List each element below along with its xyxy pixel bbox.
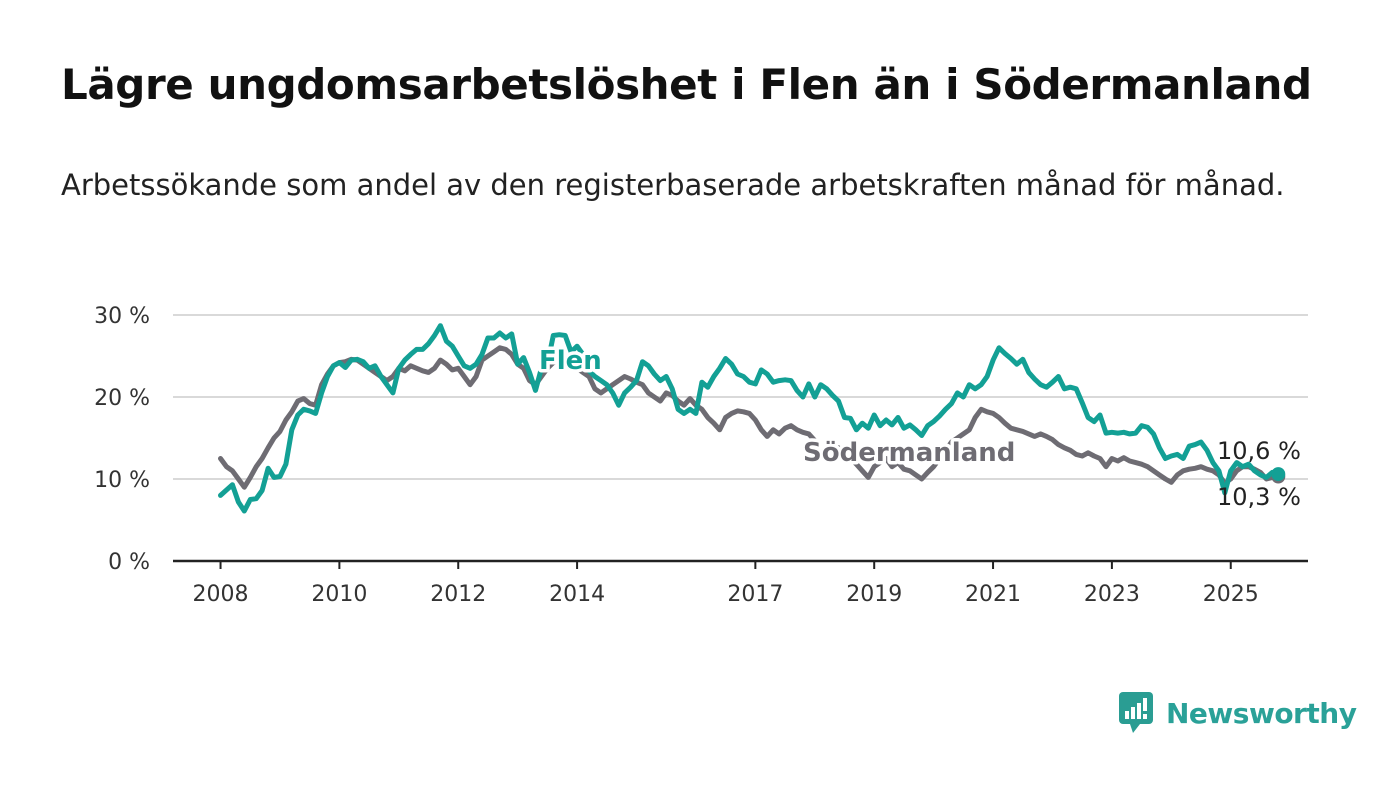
y-tick-label: 20 %	[94, 386, 150, 411]
end-marker-flen	[1271, 467, 1286, 482]
x-tick-label: 2010	[311, 582, 367, 607]
x-tick-label: 2021	[965, 582, 1021, 607]
chart-title: Lägre ungdomsarbetslöshet i Flen än i Sö…	[61, 60, 1312, 109]
end-value-label-sodermanland: 10,3 %	[1217, 483, 1301, 511]
brand-name: Newsworthy	[1166, 696, 1357, 730]
x-tick-label: 2023	[1084, 582, 1140, 607]
y-tick-label: 10 %	[94, 468, 150, 493]
x-tick-label: 2008	[193, 582, 249, 607]
x-tick-label: 2014	[549, 582, 605, 607]
x-tick-label: 2019	[846, 582, 902, 607]
bar-chart-speech-bubble-icon	[1119, 692, 1153, 733]
x-tick-label: 2012	[430, 582, 486, 607]
x-tick-label: 2025	[1203, 582, 1259, 607]
y-tick-label: 0 %	[108, 550, 150, 575]
series-label-sodermanland: Södermanland	[803, 438, 1015, 468]
series-line-flen	[218, 323, 1281, 514]
y-tick-label: 30 %	[94, 304, 150, 329]
end-value-label-flen: 10,6 %	[1217, 437, 1301, 465]
brand-logo: Newsworthy	[1118, 691, 1357, 735]
chart-subtitle: Arbetssökande som andel av den registerb…	[61, 168, 1285, 202]
series-label-flen: Flen	[539, 346, 602, 376]
x-tick-label: 2017	[727, 582, 783, 607]
